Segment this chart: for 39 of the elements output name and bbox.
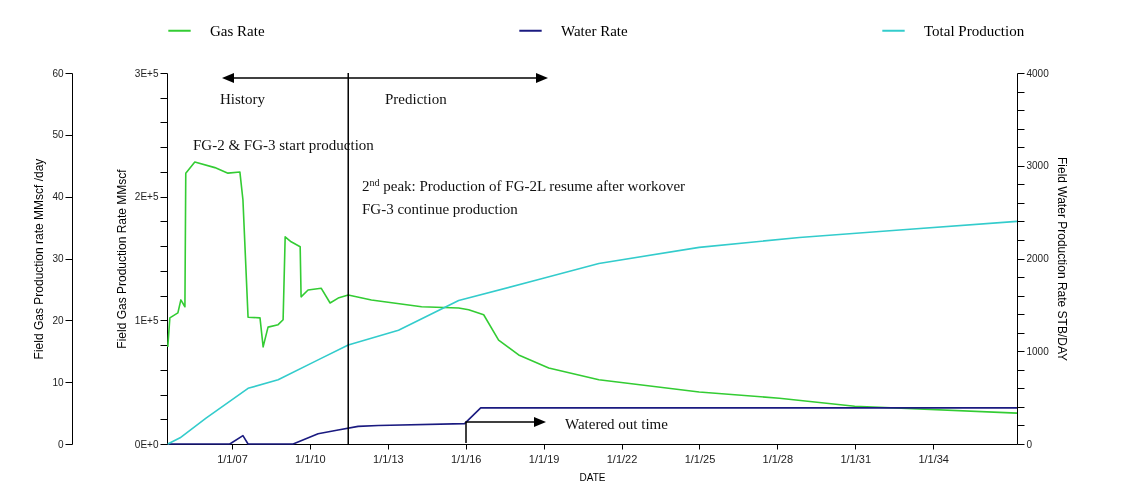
y2-tick-label: 0E+0 bbox=[134, 438, 159, 450]
y-tick-label: 50 bbox=[52, 129, 64, 141]
x-tick-label: 1/1/34 bbox=[918, 452, 949, 465]
annotation: FG-3 continue production bbox=[362, 201, 519, 217]
x-tick-label: 1/1/10 bbox=[295, 452, 326, 465]
x-tick-label: 1/1/13 bbox=[373, 452, 404, 465]
annotation: Watered out time bbox=[565, 416, 669, 432]
y-tick-label: 20 bbox=[52, 314, 64, 326]
x-tick-label: 1/1/19 bbox=[528, 452, 560, 465]
x-axis-title: DATE bbox=[579, 471, 606, 483]
y-tick-label: 10 bbox=[52, 376, 64, 388]
y-tick-label: 40 bbox=[52, 191, 64, 203]
x-tick-label: 1/1/22 bbox=[606, 452, 638, 465]
y-tick-label: 60 bbox=[52, 67, 64, 79]
y3-tick-label: 4000 bbox=[1026, 67, 1050, 79]
y-tick-label: 0 bbox=[57, 438, 64, 450]
x-tick-label: 1/1/25 bbox=[684, 452, 716, 465]
legend-label: Water Rate bbox=[561, 22, 629, 39]
x-tick-label: 1/1/07 bbox=[217, 452, 248, 465]
y-axis-title: Field Gas Production rate MMscf /day bbox=[32, 158, 47, 360]
legend-label: Total Production bbox=[924, 22, 1025, 39]
annotation: Prediction bbox=[385, 91, 448, 107]
y-tick-label: 30 bbox=[52, 253, 64, 264]
y2-tick-label: 3E+5 bbox=[134, 67, 159, 79]
line-series bbox=[166, 161, 1018, 414]
y3-axis-title: Field Water Production Rate STB/DAY bbox=[1054, 156, 1069, 362]
y3-tick-label: 0 bbox=[1026, 438, 1033, 450]
legend-label: Gas Rate bbox=[210, 22, 265, 39]
y2-tick-label: 2E+5 bbox=[134, 191, 159, 203]
y3-tick-label: 2000 bbox=[1026, 253, 1050, 264]
y2-axis-title: Field Gas Production Rate MMscf bbox=[114, 168, 129, 349]
y3-tick-label: 1000 bbox=[1026, 345, 1050, 357]
annotation: 2$^{nd}$ peak: Production of FG-2L resume after workover bbox=[362, 176, 686, 194]
x-tick-label: 1/1/16 bbox=[450, 452, 482, 465]
y2-tick-label: 1E+5 bbox=[134, 314, 159, 326]
x-tick-label: 1/1/28 bbox=[762, 452, 794, 465]
y3-tick-label: 3000 bbox=[1026, 160, 1050, 172]
annotation: History bbox=[220, 91, 266, 107]
x-tick-label: 1/1/31 bbox=[840, 452, 872, 465]
